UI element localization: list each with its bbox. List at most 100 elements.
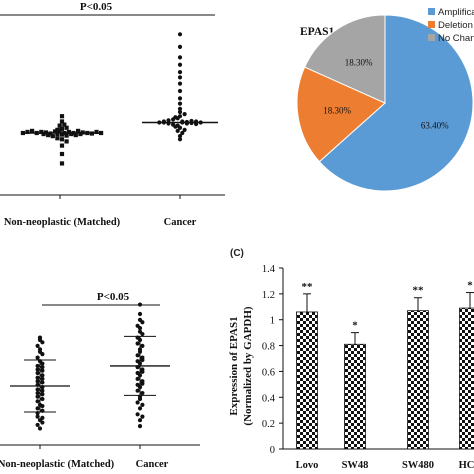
data-point	[177, 109, 183, 115]
data-point	[140, 414, 145, 419]
data-point	[35, 394, 40, 399]
data-point	[177, 101, 183, 106]
data-point	[40, 361, 45, 366]
data-point	[39, 129, 44, 135]
data-point	[173, 124, 178, 129]
data-point	[40, 380, 45, 385]
data-point	[137, 302, 143, 307]
data-point	[59, 119, 65, 124]
y-tick-label: 0.4	[262, 393, 276, 404]
data-point	[140, 369, 145, 374]
bar	[296, 311, 318, 450]
data-point	[40, 420, 45, 425]
data-point	[55, 127, 60, 132]
data-point	[35, 343, 40, 348]
significance-marker: **	[413, 285, 425, 297]
x-tick-labels: Lovo SW48 SW480 HCT	[296, 460, 474, 471]
panel-c-bar: (C) Expression of EPAS1 (Normalized by G…	[228, 248, 474, 471]
data-point	[59, 114, 65, 119]
data-point	[40, 340, 45, 345]
panel-b-pie: EPAS1 CNV 63.40%18.30%18.30% AmplificaDe…	[296, 7, 474, 192]
data-point	[177, 125, 183, 130]
data-point	[40, 368, 45, 373]
legend-label: Amplifica	[438, 7, 474, 18]
data-point	[78, 131, 83, 137]
data-point	[46, 133, 51, 138]
data-point	[35, 406, 40, 411]
data-point	[50, 134, 55, 139]
data-point	[35, 367, 40, 372]
data-point	[64, 133, 69, 138]
data-point	[94, 129, 99, 135]
bar	[459, 307, 474, 450]
data-point	[25, 129, 30, 135]
y-tick-label: 1.4	[262, 264, 276, 275]
data-point	[53, 129, 58, 134]
data-point	[177, 62, 183, 67]
data-point	[64, 139, 69, 144]
data-point	[180, 130, 185, 136]
data-point	[55, 131, 60, 137]
data-point	[37, 426, 43, 431]
data-point	[59, 143, 65, 148]
data-point	[41, 131, 46, 137]
data-point	[177, 75, 183, 80]
y-tick-label: 1.2	[262, 290, 275, 301]
data-point	[69, 131, 74, 137]
data-point	[175, 116, 180, 121]
data-point	[137, 326, 143, 331]
data-point	[140, 343, 145, 348]
data-point	[57, 123, 62, 128]
data-point	[135, 353, 140, 358]
data-point	[35, 422, 40, 428]
data-point	[140, 320, 145, 325]
data-point	[20, 130, 25, 136]
data-point	[177, 44, 183, 50]
significance-label: P<0.05	[80, 1, 113, 13]
y-tick-label: 0.2	[262, 419, 275, 430]
data-point	[35, 387, 40, 392]
data-point	[135, 376, 140, 381]
data-point	[35, 355, 40, 360]
data-point	[137, 424, 143, 429]
data-point	[137, 418, 143, 423]
data-point	[30, 128, 35, 133]
legend-label: Deletion	[438, 20, 473, 31]
y-tick-label: 0.8	[262, 342, 275, 353]
data-point	[40, 376, 45, 381]
x-tick-label: Non-neoplastic (Matched)	[4, 217, 121, 228]
data-point	[59, 126, 65, 131]
x-tick-label: Lovo	[296, 460, 319, 471]
legend-swatch	[428, 34, 435, 41]
legend-label: No Chang	[438, 33, 474, 44]
y-tick-label: 0	[270, 445, 275, 456]
data-point	[40, 392, 45, 397]
data-point	[135, 400, 140, 405]
data-point	[137, 311, 143, 317]
panel-a-scatter: P<0.05 Non-neoplastic (Matched) Cancer	[0, 1, 225, 228]
data-point	[40, 388, 45, 393]
data-point	[35, 363, 40, 369]
data-point	[40, 352, 45, 357]
pie-slice	[304, 14, 386, 104]
significance-marker: *	[352, 320, 358, 332]
pie-labels: 63.40% 18.30% 18.30%	[323, 57, 449, 130]
pie-value-label: 18.30%	[345, 57, 373, 67]
pie-value-label: 18.30%	[323, 105, 351, 115]
scatter-points	[20, 32, 218, 166]
data-point	[182, 112, 187, 117]
data-point	[140, 357, 145, 363]
panel-label: (C)	[230, 248, 244, 259]
data-point	[59, 137, 65, 142]
x-tick-label: HCT	[459, 460, 474, 471]
data-point	[99, 130, 104, 136]
y-ticks: 0 0.2 0.4 0.6 0.8 1 1.2 1.4	[262, 264, 283, 456]
data-point	[177, 137, 183, 142]
data-point	[171, 117, 176, 122]
data-point	[35, 390, 40, 396]
bar	[407, 310, 429, 450]
data-point	[76, 128, 81, 133]
x-tick-label: Cancer	[164, 217, 197, 228]
data-point	[35, 399, 40, 404]
legend-swatch	[428, 21, 435, 28]
